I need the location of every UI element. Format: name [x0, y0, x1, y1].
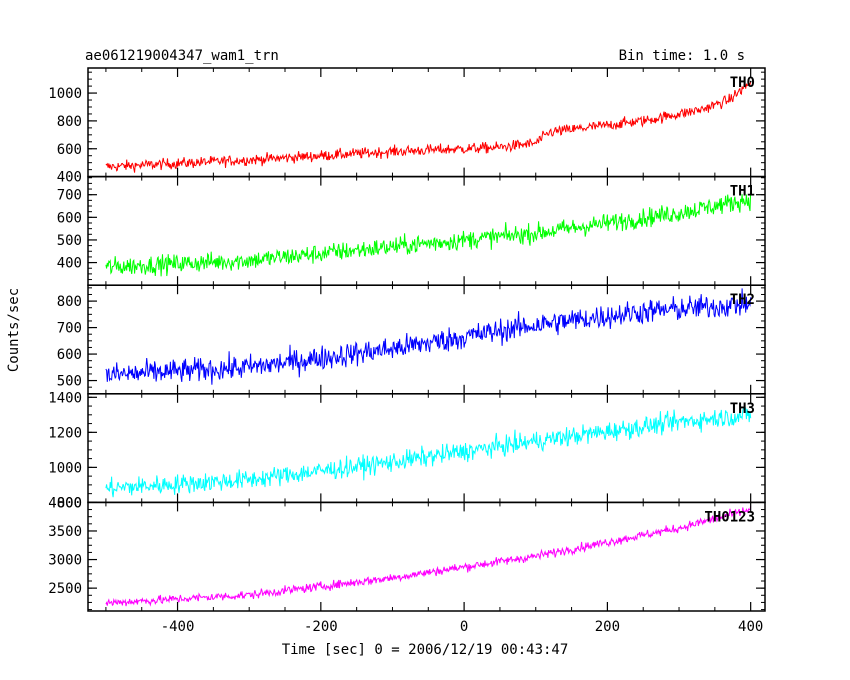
series-line-th0: [105, 81, 752, 173]
y-tick-label: 1200: [48, 425, 82, 441]
y-tick-label: 500: [57, 233, 82, 249]
chart-title: ae061219004347_wam1_trn: [85, 48, 279, 64]
y-tick-label: 800: [57, 114, 82, 130]
y-tick-label: 1000: [48, 460, 82, 476]
panel-name-label: TH0: [730, 75, 755, 91]
y-tick-label: 3000: [48, 553, 82, 569]
x-tick-label: 200: [595, 619, 620, 635]
x-tick-label: -400: [161, 619, 195, 635]
x-tick-label: -200: [304, 619, 338, 635]
panels-group: 400 600 800 1000 TH0 400 500 600 700 TH1 500 600 700…: [48, 67, 766, 635]
y-tick-label: 700: [57, 321, 82, 337]
series-line-th3: [105, 407, 752, 498]
y-tick-label: 400: [57, 170, 82, 186]
series-line-th0123: [105, 505, 752, 607]
series-line-th1: [105, 191, 752, 277]
y-tick-label: 800: [57, 495, 82, 511]
y-tick-label: 2500: [48, 581, 82, 597]
y-tick-label: 400: [57, 256, 82, 272]
x-tick-label: 0: [460, 619, 468, 635]
panel-frame: [87, 501, 766, 612]
panel-name-label: TH0123: [704, 509, 755, 525]
y-axis-label: Counts/sec: [6, 288, 22, 372]
panel-name-label: TH1: [730, 184, 755, 200]
panel-th2: 500 600 700 800 TH2: [57, 284, 766, 395]
series-line-th2: [105, 288, 752, 385]
y-tick-label: 800: [57, 294, 82, 310]
x-tick-label: 400: [738, 619, 763, 635]
y-tick-label: 600: [57, 210, 82, 226]
panel-name-label: TH2: [730, 292, 755, 308]
y-tick-label: 4000: [48, 495, 82, 511]
y-tick-label: 600: [57, 347, 82, 363]
panel-th1: 400 500 600 700 TH1: [57, 175, 766, 286]
y-tick-label: 1400: [48, 390, 82, 406]
panel-th0123: 2500 3000 3500 4000 TH0123: [48, 495, 766, 612]
y-tick-label: 700: [57, 188, 82, 204]
y-tick-label: 500: [57, 374, 82, 390]
x-axis-label: Time [sec] 0 = 2006/12/19 00:43:47: [282, 642, 569, 658]
panel-name-label: TH3: [730, 401, 755, 417]
y-tick-label: 1000: [48, 86, 82, 102]
y-tick-label: 3500: [48, 524, 82, 540]
panel-th3: 800 1000 1200 1400 TH3: [48, 390, 766, 511]
panel-th0: 400 600 800 1000 TH0: [48, 67, 766, 186]
y-tick-label: 600: [57, 142, 82, 158]
bin-time-label: Bin time: 1.0 s: [619, 48, 745, 64]
panel-frame: [87, 175, 766, 286]
